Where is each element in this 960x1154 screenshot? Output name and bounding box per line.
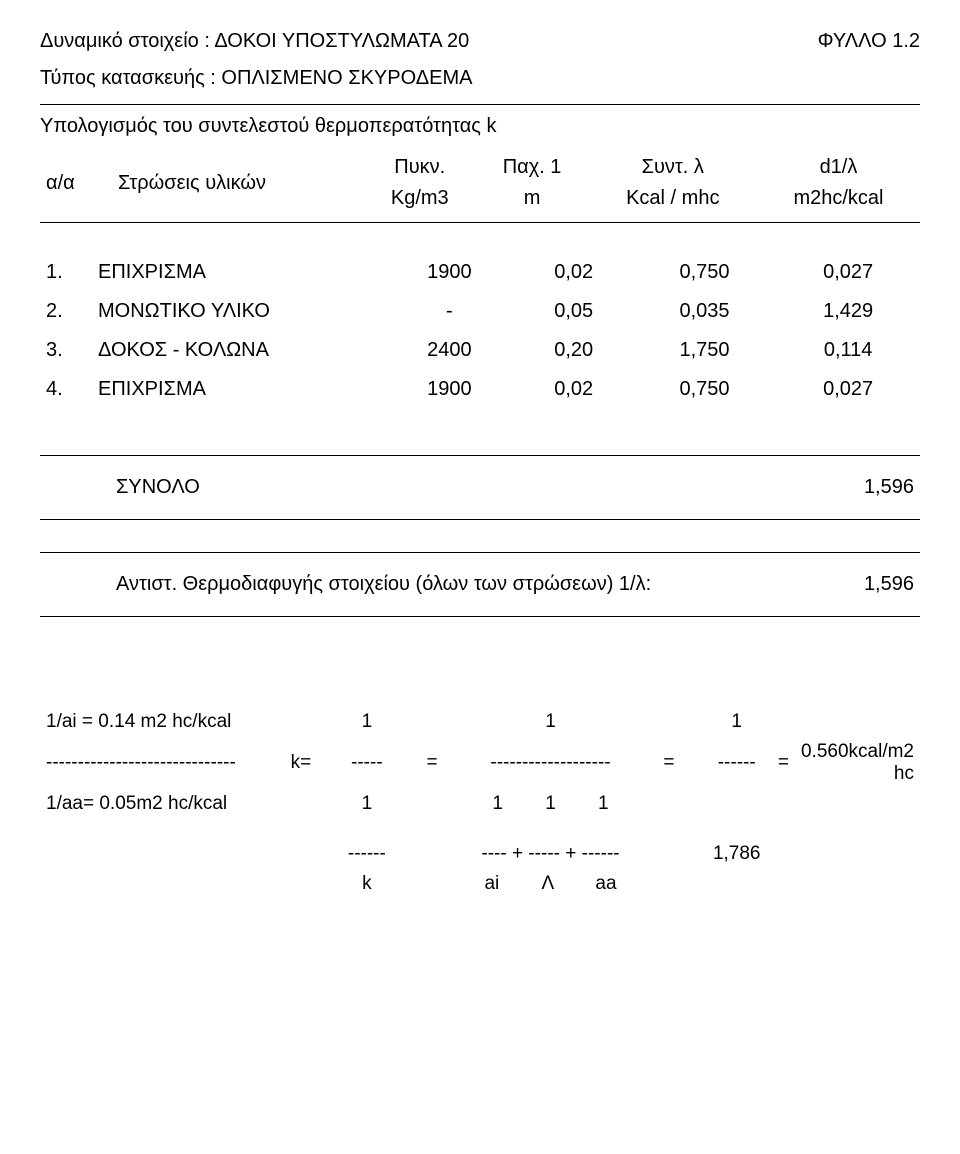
var-ai: ai xyxy=(484,873,499,894)
var-L: Λ xyxy=(542,873,554,894)
col-d1l: d1/λ xyxy=(757,152,920,183)
sum-label: ΣΥΝΟΛΟ xyxy=(116,476,200,499)
col-d1l-unit: m2hc/kcal xyxy=(757,183,920,214)
row-synt: 0,750 xyxy=(633,253,777,292)
var-aa: aa xyxy=(595,873,616,894)
row-pykn: 1900 xyxy=(384,253,515,292)
divider xyxy=(40,104,920,105)
col-layers: Στρώσεις υλικών xyxy=(112,152,364,214)
dashes: ------------------- xyxy=(465,737,637,789)
table-row: 3. ΔΟΚΟΣ - ΚΟΛΩΝΑ 2400 0,20 1,750 0,114 xyxy=(40,331,920,370)
divider xyxy=(40,616,920,617)
dashes: ----- xyxy=(334,737,399,789)
one: 1 xyxy=(545,793,556,814)
row-pax: 0,20 xyxy=(515,331,633,370)
one: 1 xyxy=(492,793,503,814)
type-value: ΟΠΛΙΣΜΕΝΟ ΣΚΥΡΟΔΕΜΑ xyxy=(221,67,472,89)
one: 1 xyxy=(598,793,609,814)
eq: = xyxy=(772,737,795,789)
row-d1l: 0,027 xyxy=(776,253,920,292)
row-d1l: 1,429 xyxy=(776,292,920,331)
bottom-value: 1,786 xyxy=(702,839,772,869)
formula-block: 1/ai = 0.14 m2 hc/kcal 1 1 1 -----------… xyxy=(40,707,920,899)
eq: = xyxy=(636,737,701,789)
ai-label: 1/ai = 0.14 m2 hc/kcal xyxy=(40,707,268,737)
type-label: Τύπος κατασκευής : xyxy=(40,67,216,89)
one: 1 xyxy=(334,789,399,819)
row-synt: 0,750 xyxy=(633,370,777,409)
col-pax-unit: m xyxy=(476,183,589,214)
row-pax: 0,02 xyxy=(515,253,633,292)
row-name: ΜΟΝΩΤΙΚΟ ΥΛΙΚΟ xyxy=(92,292,384,331)
row-num: 3. xyxy=(40,331,92,370)
k-result: 0.560kcal/m2 hc xyxy=(795,737,920,789)
row-name: ΔΟΚΟΣ - ΚΟΛΩΝΑ xyxy=(92,331,384,370)
divider xyxy=(40,519,920,520)
col-pax: Παχ. 1 xyxy=(476,152,589,183)
divider xyxy=(40,455,920,456)
row-synt: 0,035 xyxy=(633,292,777,331)
aa-label: 1/aa= 0.05m2 hc/kcal xyxy=(40,789,268,819)
col-synt: Συντ. λ xyxy=(589,152,757,183)
one: 1 xyxy=(465,707,637,737)
sum-value: 1,596 xyxy=(864,476,914,499)
col-aa: α/α xyxy=(40,152,112,214)
column-header-table: α/α Στρώσεις υλικών Πυκν. Παχ. 1 Συντ. λ… xyxy=(40,152,920,214)
var-k: k xyxy=(334,869,399,899)
row-synt: 1,750 xyxy=(633,331,777,370)
col-pykn-unit: Kg/m3 xyxy=(364,183,476,214)
row-pykn: - xyxy=(384,292,515,331)
row-name: ΕΠΙΧΡΙΣΜΑ xyxy=(92,370,384,409)
row-pax: 0,05 xyxy=(515,292,633,331)
table-row: 1. ΕΠΙΧΡΙΣΜΑ 1900 0,02 0,750 0,027 xyxy=(40,253,920,292)
sheet-number: ΦΥΛΛΟ 1.2 xyxy=(818,30,920,53)
row-d1l: 0,027 xyxy=(776,370,920,409)
col-pykn: Πυκν. xyxy=(364,152,476,183)
col-synt-unit: Kcal / mhc xyxy=(589,183,757,214)
dashes: ------ xyxy=(334,839,399,869)
one: 1 xyxy=(702,707,772,737)
dashes: ---- + ----- + ------ xyxy=(465,839,637,869)
row-num: 4. xyxy=(40,370,92,409)
row-pax: 0,02 xyxy=(515,370,633,409)
type-line: Τύπος κατασκευής : ΟΠΛΙΣΜΕΝΟ ΣΚΥΡΟΔΕΜΑ xyxy=(40,67,920,90)
row-num: 2. xyxy=(40,292,92,331)
table-row: 4. ΕΠΙΧΡΙΣΜΑ 1900 0,02 0,750 0,027 xyxy=(40,370,920,409)
eq: = xyxy=(399,737,464,789)
element-value: ΔΟΚΟΙ ΥΠΟΣΤΥΛΩΜΑΤΑ 20 xyxy=(214,30,469,52)
antist-label: Αντιστ. Θερμοδιαφυγής στοιχείου (όλων τω… xyxy=(116,573,651,596)
table-row: 2. ΜΟΝΩΤΙΚΟ ΥΛΙΚΟ - 0,05 0,035 1,429 xyxy=(40,292,920,331)
element-label: Δυναμικό στοιχείο : xyxy=(40,30,210,52)
calc-title: Υπολογισμός του συντελεστού θερμοπερατότ… xyxy=(40,115,920,138)
row-pykn: 2400 xyxy=(384,331,515,370)
k-eq: k= xyxy=(268,737,335,789)
dashes: ------ xyxy=(702,737,772,789)
divider xyxy=(40,552,920,553)
antist-value: 1,596 xyxy=(864,573,914,596)
row-name: ΕΠΙΧΡΙΣΜΑ xyxy=(92,253,384,292)
element-line: Δυναμικό στοιχείο : ΔΟΚΟΙ ΥΠΟΣΤΥΛΩΜΑΤΑ 2… xyxy=(40,30,469,53)
sum-row: ΣΥΝΟΛΟ 1,596 xyxy=(40,462,920,513)
row-pykn: 1900 xyxy=(384,370,515,409)
antist-row: Αντιστ. Θερμοδιαφυγής στοιχείου (όλων τω… xyxy=(40,559,920,610)
divider xyxy=(40,222,920,223)
row-d1l: 0,114 xyxy=(776,331,920,370)
layers-table: 1. ΕΠΙΧΡΙΣΜΑ 1900 0,02 0,750 0,027 2. ΜΟ… xyxy=(40,253,920,409)
row-num: 1. xyxy=(40,253,92,292)
dashes: ------------------------------ xyxy=(40,737,268,789)
one: 1 xyxy=(334,707,399,737)
